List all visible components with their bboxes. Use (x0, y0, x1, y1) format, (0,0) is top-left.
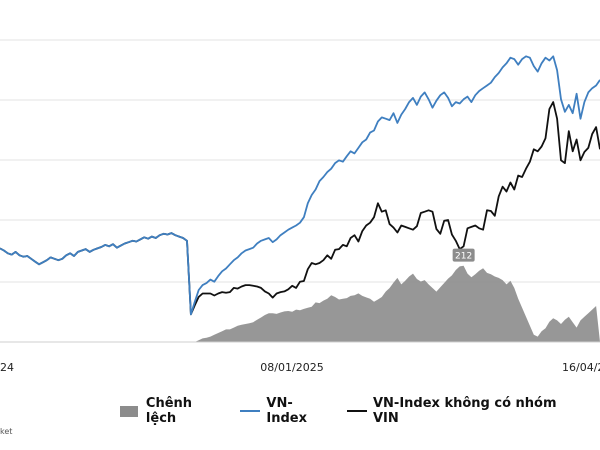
annotation-badge (452, 248, 475, 262)
peak-annotation: 212 (452, 248, 475, 262)
x-tick-label-2: 16/04/20 (562, 361, 600, 374)
x-tick-label-1: 08/01/2025 (260, 361, 323, 374)
legend-item-difference[interactable]: Chênh lệch (120, 396, 226, 426)
legend-label-difference: Chênh lệch (145, 396, 193, 426)
line-series-layer (0, 55, 600, 316)
legend-label-vnindex: VN-Index (266, 396, 308, 426)
annotation-label: 212 (455, 252, 472, 262)
series-line-vnindex (0, 55, 600, 316)
legend-item-vnindex[interactable]: VN-Index (240, 396, 333, 426)
legend-swatch-difference (120, 405, 138, 417)
difference-area-layer (0, 265, 600, 342)
legend-swatch-vnindex-no-vin (347, 410, 367, 412)
legend-swatch-vnindex (240, 410, 261, 412)
difference-area (0, 265, 600, 342)
x-tick-label-0: 24 (0, 361, 14, 374)
x-tick-labels: 24 08/01/2025 16/04/20 (0, 361, 600, 374)
grid-lines (0, 39, 600, 283)
legend-item-vnindex-no-vin[interactable]: VN-Index không có nhóm VIN (347, 396, 586, 426)
source-note: ket (0, 427, 13, 436)
legend-label-vnindex-no-vin: VN-Index không có nhóm VIN (372, 396, 557, 426)
legend: Chênh lệch VN-Index VN-Index không có nh… (120, 396, 600, 426)
